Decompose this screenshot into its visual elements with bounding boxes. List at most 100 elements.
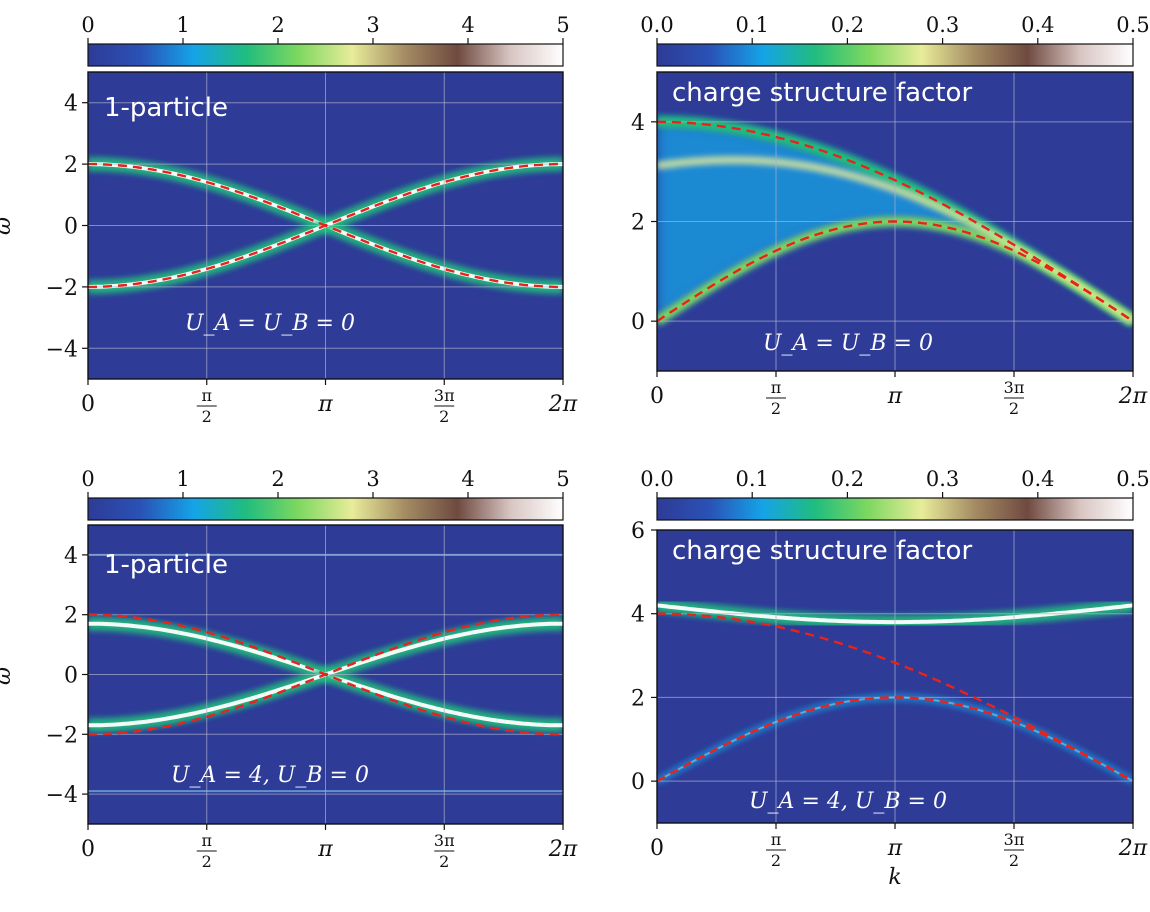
colorbar-tick-label: 5: [556, 467, 569, 491]
colorbar-tick-label: 0.0: [640, 467, 673, 491]
x-tick-label: 0: [650, 836, 664, 861]
colorbar-ticks: 0 1 2 3 4 5: [81, 13, 570, 44]
x-tick-label-denominator: 2: [771, 399, 781, 418]
y-tick-label: −2: [46, 723, 78, 748]
dashed-curves: [657, 120, 1133, 323]
colorbar-tick-label: 0: [81, 467, 94, 491]
y-tick-label: 0: [631, 310, 645, 335]
dashed-dispersion-curve: [88, 162, 563, 289]
x-tick-label: π: [317, 392, 333, 417]
x-tick-label-denominator: 2: [202, 852, 212, 871]
panel-label: charge structure factor: [672, 78, 972, 108]
panel-label: 1-particle: [104, 93, 228, 123]
x-tick-label-numerator: 3π: [434, 831, 455, 850]
colorbar: [87, 497, 564, 521]
x-tick-label: π: [317, 837, 333, 862]
y-tick-label: 6: [631, 519, 645, 544]
x-tick-label-numerator: 3π: [1004, 830, 1025, 849]
colorbar-tick-label: 0.2: [831, 13, 864, 37]
x-tick-label: 0: [81, 392, 95, 417]
y-tick-label: 2: [64, 153, 78, 178]
colorbar-tick-label: 0.5: [1116, 467, 1149, 491]
y-tick-label: 4: [631, 603, 645, 628]
colorbar-tick-label: 0.1: [735, 467, 768, 491]
dashed-curves: [88, 162, 563, 289]
x-tick-label: 0: [650, 384, 664, 409]
grid: [656, 529, 1134, 823]
colorbar-gradient: [656, 497, 1134, 521]
dashed-dispersion-curve: [657, 120, 1133, 323]
colorbar-tick-label: 0.0: [640, 13, 673, 37]
colorbar-ticks: 0.0 0.1 0.2 0.3 0.4 0.5: [640, 467, 1150, 498]
dashed-dispersion-curve: [657, 612, 1133, 783]
colorbar: [656, 43, 1134, 67]
x-tick-label-denominator: 2: [1009, 851, 1019, 870]
x-tick-label: 0: [81, 837, 95, 862]
x-tick-label: 2π: [1118, 384, 1148, 409]
panel-label: charge structure factor: [672, 536, 972, 566]
dashed-dispersion-curve: [657, 696, 1133, 783]
y-tick-label: 2: [631, 686, 645, 711]
colorbar-gradient: [87, 497, 564, 521]
y-tick-label: 4: [64, 92, 78, 117]
dashed-dispersion-curve: [88, 613, 563, 736]
colorbar-gradient: [656, 43, 1134, 67]
x-tick-label-denominator: 2: [439, 852, 449, 871]
x-tick-label: 2π: [548, 837, 578, 862]
x-tick-label: π: [887, 836, 903, 861]
y-tick-label: 0: [631, 770, 645, 795]
colorbar-tick-label: 4: [461, 13, 474, 37]
y-tick-label: 2: [64, 604, 78, 629]
x-tick-label-numerator: π: [771, 378, 782, 397]
colorbar-tick-label: 0.3: [926, 467, 959, 491]
y-tick-label: 0: [64, 664, 78, 689]
y-tick-label: −4: [46, 337, 78, 362]
x-tick-label-numerator: 3π: [1004, 378, 1025, 397]
parameter-annotation: U_A = 4, U_B = 0: [171, 763, 369, 788]
colorbar: [656, 497, 1134, 521]
y-tick-label: 2: [631, 211, 645, 236]
y-tick-label: 4: [64, 544, 78, 569]
x-tick-label-numerator: π: [201, 831, 212, 850]
x-tick-label-numerator: 3π: [434, 386, 455, 405]
colorbar-tick-label: 0.5: [1116, 13, 1149, 37]
parameter-annotation: U_A = 4, U_B = 0: [749, 789, 947, 814]
colorbar-tick-label: 0.3: [926, 13, 959, 37]
x-tick-label: π: [887, 384, 903, 409]
y-axis-label: ω: [0, 667, 16, 685]
colorbar-tick-label: 5: [556, 13, 569, 37]
colorbar-gradient: [87, 43, 564, 67]
y-tick-label: −4: [46, 783, 78, 808]
dashed-curves: [88, 613, 563, 736]
x-tick-label: 2π: [1118, 836, 1148, 861]
x-tick-label-numerator: π: [771, 830, 782, 849]
dashed-curves: [657, 612, 1133, 783]
colorbar-tick-label: 0.4: [1021, 467, 1054, 491]
colorbar-tick-label: 3: [366, 467, 379, 491]
x-tick-label-denominator: 2: [202, 407, 212, 426]
y-axis-label: ω: [0, 217, 16, 235]
colorbar-tick-label: 4: [461, 467, 474, 491]
y-tick-label: 4: [631, 111, 645, 136]
colorbar-tick-label: 0.2: [831, 467, 864, 491]
colorbar-tick-label: 0.4: [1021, 13, 1054, 37]
colorbar-tick-label: 0: [81, 13, 94, 37]
x-tick-label-denominator: 2: [439, 407, 449, 426]
parameter-annotation: U_A = U_B = 0: [185, 311, 355, 336]
colorbar-tick-label: 1: [176, 467, 189, 491]
colorbar-tick-label: 3: [366, 13, 379, 37]
panel-label: 1-particle: [104, 550, 228, 580]
colorbar-ticks: 0 1 2 3 4 5: [81, 467, 570, 498]
x-tick-label-numerator: π: [201, 386, 212, 405]
x-tick-label-denominator: 2: [1009, 399, 1019, 418]
colorbar-tick-label: 0.1: [735, 13, 768, 37]
colorbar-tick-label: 1: [176, 13, 189, 37]
